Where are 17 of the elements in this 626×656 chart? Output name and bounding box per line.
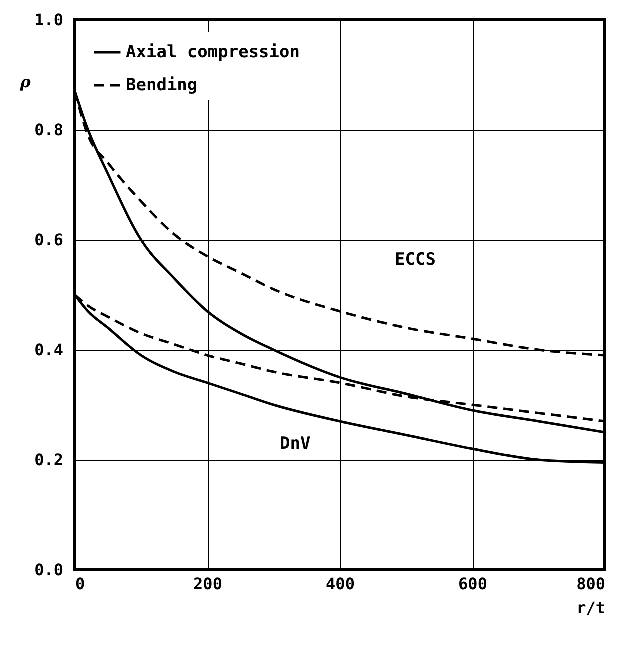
annotation: DnV bbox=[280, 434, 311, 454]
x-tick-label: 400 bbox=[326, 574, 355, 594]
y-tick-label: 0.8 bbox=[34, 120, 64, 140]
x-tick-label: 0 bbox=[76, 574, 86, 594]
legend-label: Axial compression bbox=[126, 42, 300, 62]
x-tick-label: 600 bbox=[458, 574, 488, 594]
x-tick-label: 200 bbox=[194, 574, 222, 594]
x-tick-label: 800 bbox=[576, 574, 606, 594]
y-axis-title: ρ bbox=[19, 72, 32, 92]
y-tick-label: 0.6 bbox=[34, 230, 64, 250]
y-tick-label: 0.0 bbox=[34, 560, 64, 580]
y-tick-label: 0.4 bbox=[34, 340, 64, 360]
legend-label: Bending bbox=[126, 76, 198, 96]
y-tick-label: 1.0 bbox=[34, 10, 64, 30]
x-axis-title: r/t bbox=[576, 598, 606, 618]
y-tick-label: 0.2 bbox=[34, 450, 64, 470]
annotation: ECCS bbox=[395, 250, 436, 270]
